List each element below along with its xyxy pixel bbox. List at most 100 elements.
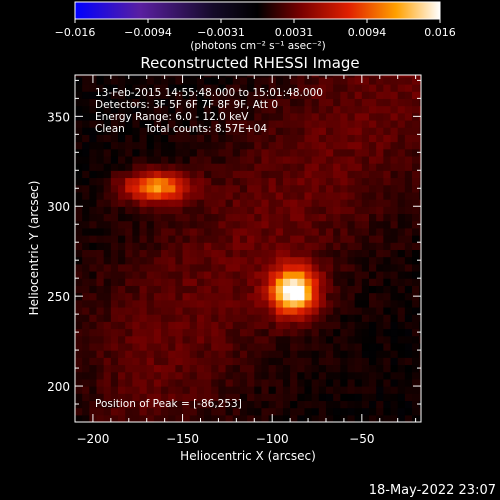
heatmap-cell — [196, 213, 205, 222]
heatmap-cell — [340, 134, 349, 143]
heatmap-cell — [139, 206, 148, 215]
heatmap-cell — [211, 112, 220, 121]
heatmap-cell — [161, 306, 169, 315]
heatmap-cell — [304, 206, 313, 215]
heatmap-cell — [225, 414, 234, 422]
heatmap-cell — [383, 285, 392, 294]
heatmap-cell — [290, 213, 298, 222]
heatmap-cell — [397, 91, 406, 99]
heatmap-cell — [404, 270, 413, 279]
heatmap-cell — [311, 105, 320, 114]
heatmap-cell — [354, 393, 363, 402]
heatmap-cell — [96, 350, 105, 358]
heatmap-cell — [82, 163, 90, 171]
heatmap-cell — [397, 220, 406, 229]
heatmap-cell — [412, 393, 420, 402]
heatmap-cell — [275, 220, 284, 229]
heatmap-cell — [412, 270, 420, 279]
heatmap-cell — [75, 335, 83, 344]
heatmap-cell — [304, 220, 313, 229]
heatmap-cell — [419, 242, 421, 250]
heatmap-cell — [189, 242, 198, 250]
heatmap-cell — [261, 199, 270, 207]
heatmap-cell — [297, 335, 306, 344]
heatmap-cell — [153, 220, 162, 229]
heatmap-cell — [261, 299, 270, 308]
heatmap-cell — [383, 148, 392, 157]
heatmap-cell — [153, 314, 162, 322]
heatmap-cell — [103, 141, 112, 150]
heatmap-cell — [125, 220, 133, 229]
heatmap-cell — [218, 184, 227, 193]
method-text: Clean — [95, 123, 125, 135]
heatmap-cell — [103, 184, 112, 193]
heatmap-cell — [390, 112, 399, 121]
heatmap-cell — [275, 270, 284, 279]
heatmap-cell — [304, 335, 313, 344]
heatmap-cell — [268, 256, 277, 265]
heatmap-cell — [383, 278, 392, 286]
heatmap-cell — [125, 270, 133, 279]
heatmap-cell — [168, 76, 176, 85]
heatmap-cell — [96, 75, 105, 78]
heatmap-cell — [182, 321, 191, 330]
heatmap-cell — [268, 306, 277, 315]
heatmap-cell — [161, 220, 169, 229]
heatmap-cell — [390, 364, 399, 373]
heatmap-cell — [304, 285, 313, 294]
heatmap-cell — [125, 199, 133, 207]
heatmap-cell — [125, 357, 133, 366]
heatmap-cell — [204, 191, 212, 200]
heatmap-cell — [189, 335, 198, 344]
heatmap-cell — [304, 199, 313, 207]
heatmap-cell — [146, 328, 155, 337]
heatmap-cell — [153, 270, 162, 279]
heatmap-cell — [354, 407, 363, 416]
heatmap-cell — [189, 357, 198, 366]
heatmap-cell — [361, 314, 370, 322]
heatmap-cell — [404, 364, 413, 373]
heatmap-cell — [161, 170, 169, 179]
heatmap-cell — [275, 148, 284, 157]
heatmap-cell — [404, 155, 413, 164]
heatmap-cell — [333, 400, 341, 409]
heatmap-cell — [318, 292, 327, 301]
heatmap-cell — [419, 278, 421, 286]
heatmap-cell — [82, 256, 90, 265]
heatmap-cell — [325, 249, 334, 258]
heatmap-cell — [239, 342, 248, 351]
heatmap-cell — [161, 328, 169, 337]
heatmap-cell — [161, 134, 169, 143]
heatmap-cell — [146, 342, 155, 351]
heatmap-cell — [139, 400, 148, 409]
heatmap-cell — [204, 249, 212, 258]
heatmap-cell — [225, 220, 234, 229]
heatmap-cell — [139, 299, 148, 308]
heatmap-cell — [275, 91, 284, 99]
heatmap-cell — [261, 227, 270, 236]
heatmap-cell — [168, 199, 176, 207]
heatmap-cell — [412, 249, 420, 258]
heatmap-cell — [132, 400, 141, 409]
heatmap-cell — [161, 206, 169, 215]
heatmap-cell — [347, 127, 356, 135]
heatmap-cell — [275, 235, 284, 243]
time-range-text: 13-Feb-2015 14:55:48.000 to 15:01:48.000 — [95, 87, 323, 99]
heatmap-cell — [333, 134, 341, 143]
heatmap-cell — [275, 364, 284, 373]
heatmap-cell — [390, 386, 399, 394]
heatmap-cell — [397, 75, 406, 78]
heatmap-cell — [268, 206, 277, 215]
heatmap-cell — [110, 342, 119, 351]
heatmap-cell — [182, 357, 191, 366]
heatmap-cell — [347, 91, 356, 99]
heatmap-cell — [232, 321, 241, 330]
heatmap-cell — [383, 76, 392, 85]
heatmap-cell — [204, 393, 212, 402]
heatmap-cell — [110, 407, 119, 416]
heatmap-cell — [103, 328, 112, 337]
heatmap-cell — [132, 199, 141, 207]
heatmap-cell — [146, 213, 155, 222]
heatmap-cell — [239, 191, 248, 200]
